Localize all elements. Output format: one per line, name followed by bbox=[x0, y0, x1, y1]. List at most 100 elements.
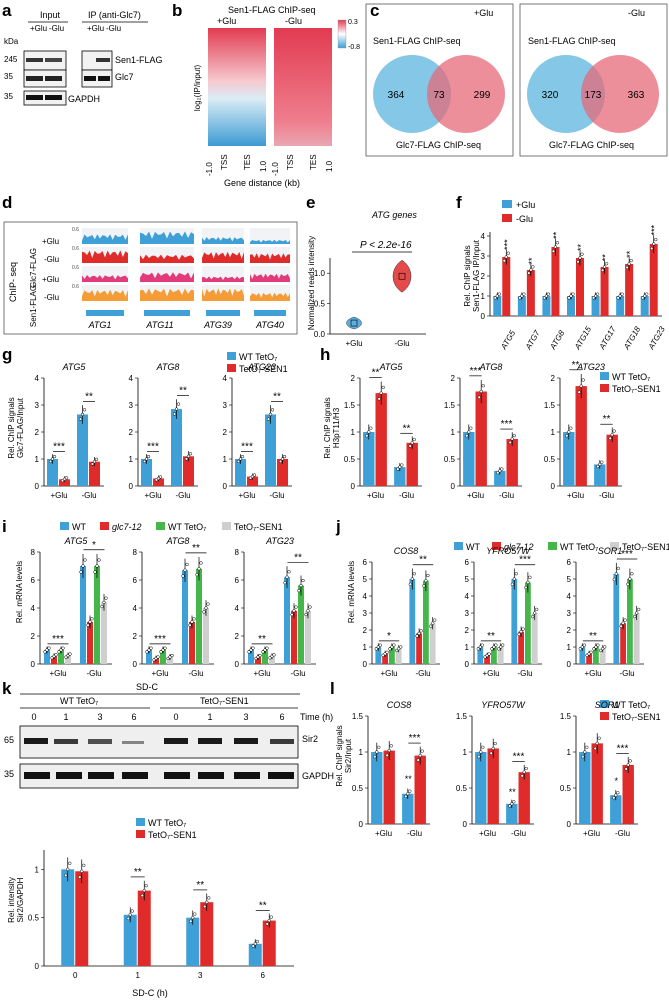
data-point bbox=[205, 900, 209, 904]
venn-count: 364 bbox=[388, 90, 405, 101]
data-point bbox=[491, 746, 495, 751]
data-point bbox=[490, 647, 494, 651]
y-tick-label: 2 bbox=[133, 632, 138, 641]
data-point bbox=[489, 751, 493, 755]
data-point bbox=[301, 578, 305, 583]
k-strain: TetO₇-SEN1 bbox=[200, 696, 249, 706]
time-label: 1 bbox=[63, 712, 68, 722]
band bbox=[234, 772, 260, 779]
data-point bbox=[78, 417, 83, 421]
bar bbox=[525, 582, 531, 664]
y-tick-label: 0.5 bbox=[344, 455, 356, 464]
tick: -1.0 bbox=[205, 162, 214, 176]
data-point bbox=[373, 755, 377, 759]
data-point bbox=[375, 750, 379, 754]
significance: ** bbox=[487, 631, 495, 642]
heatmap-ylabel: log₂(IP/input) bbox=[193, 65, 202, 112]
data-point bbox=[399, 645, 403, 649]
legend-label: +Glu bbox=[516, 200, 535, 210]
legend-label: TetO₇-SEN1 bbox=[622, 542, 669, 552]
significance: ** bbox=[551, 231, 561, 239]
violin-plot: 0.0 0.5 1.0 +Glu -Glu bbox=[314, 258, 426, 348]
data-point bbox=[385, 650, 389, 654]
data-point bbox=[172, 412, 177, 416]
data-point bbox=[619, 624, 623, 628]
k-xlabel: SD-C (h) bbox=[132, 988, 168, 998]
y-tick-label: 0 bbox=[129, 482, 134, 491]
data-point bbox=[57, 650, 61, 654]
y-tick-label: 0 bbox=[567, 660, 572, 669]
data-point bbox=[252, 473, 257, 477]
data-point bbox=[68, 652, 72, 656]
y-tick-label: 0 bbox=[235, 660, 240, 669]
significance: ** bbox=[572, 360, 580, 371]
x-tick-label: +Glu bbox=[49, 669, 66, 678]
data-point bbox=[130, 909, 134, 913]
bar bbox=[600, 267, 609, 316]
chart-i: 0 2 4 6 8 ATG5 +Glu *** -Glu * 0 2 4 6 8 ATG8 +Glu *** -Gl… bbox=[31, 536, 316, 678]
y-tick-label: 1 bbox=[567, 643, 572, 652]
x-tick-label: ATG23 bbox=[646, 325, 667, 352]
x-tick-label: -Glu bbox=[499, 491, 514, 500]
data-point bbox=[623, 618, 627, 622]
y-tick-label: 2 bbox=[481, 272, 486, 281]
significance: *** bbox=[621, 549, 633, 560]
data-point bbox=[602, 265, 607, 269]
data-point bbox=[59, 648, 63, 652]
data-point bbox=[204, 606, 208, 610]
time-label: 6 bbox=[279, 712, 284, 722]
heatmap-col: +Glu bbox=[217, 16, 236, 26]
chart-f: 0 1 2 3 4 ATG5 *** ATG7 ** ATG8 ** ATG15 ** ATG17 ** AT… bbox=[481, 224, 668, 352]
k-ylabel2: Sir2/GAPDH bbox=[16, 877, 25, 922]
significance: ** bbox=[419, 555, 427, 566]
data-point bbox=[429, 624, 433, 628]
data-point bbox=[594, 645, 598, 649]
data-point bbox=[481, 745, 485, 749]
data-point bbox=[476, 647, 480, 651]
data-point bbox=[612, 796, 616, 800]
significance: *** bbox=[502, 239, 512, 250]
data-point bbox=[90, 462, 95, 466]
y-tick-label: 5 bbox=[465, 575, 470, 584]
data-point bbox=[185, 562, 189, 567]
y-tick-label: 6 bbox=[465, 558, 470, 567]
i-ylabel: Rel. mRNA levels bbox=[15, 561, 24, 623]
data-point bbox=[159, 650, 163, 654]
data-point bbox=[608, 436, 612, 440]
legend-swatch bbox=[100, 522, 109, 530]
data-point bbox=[378, 643, 382, 647]
band bbox=[268, 772, 294, 779]
data-point bbox=[510, 437, 514, 441]
panel-f: f +Glu -Glu Rel. ChIP signals Sen1-FLAG … bbox=[456, 193, 667, 352]
legend-label: WT TetO₇ bbox=[560, 542, 598, 552]
data-point bbox=[142, 888, 146, 893]
bar bbox=[375, 647, 382, 664]
data-point bbox=[203, 904, 207, 909]
data-point bbox=[197, 567, 201, 571]
k-marker: 35 bbox=[4, 769, 14, 779]
chart-h: 0 0.5 1 1.5 2 ATG5 +Glu ** -Glu ** 0 0.5 1 1.5 2 ATG8 +G… bbox=[344, 360, 622, 500]
y-tick-label: 0 bbox=[463, 820, 468, 829]
subplot-title: ATG23 bbox=[265, 536, 294, 546]
violin-title: ATG genes bbox=[371, 210, 417, 220]
data-point bbox=[66, 867, 70, 871]
venn-circle-glc7 bbox=[581, 55, 659, 133]
data-point bbox=[494, 643, 498, 647]
data-point bbox=[45, 648, 49, 652]
data-point bbox=[161, 648, 165, 652]
bar bbox=[594, 464, 606, 486]
data-point bbox=[508, 440, 512, 445]
data-point bbox=[621, 621, 625, 625]
data-point bbox=[522, 292, 526, 296]
y-tick-label: 2 bbox=[223, 428, 228, 437]
data-point bbox=[79, 570, 83, 574]
y-tick-label: 1 bbox=[223, 455, 228, 464]
data-point bbox=[188, 623, 192, 627]
color-scale bbox=[337, 19, 347, 49]
data-point bbox=[542, 296, 547, 300]
bar bbox=[586, 653, 592, 664]
legend-swatch bbox=[60, 522, 69, 530]
y-tick-label: 4 bbox=[223, 374, 228, 383]
legend-swatch bbox=[502, 200, 512, 208]
